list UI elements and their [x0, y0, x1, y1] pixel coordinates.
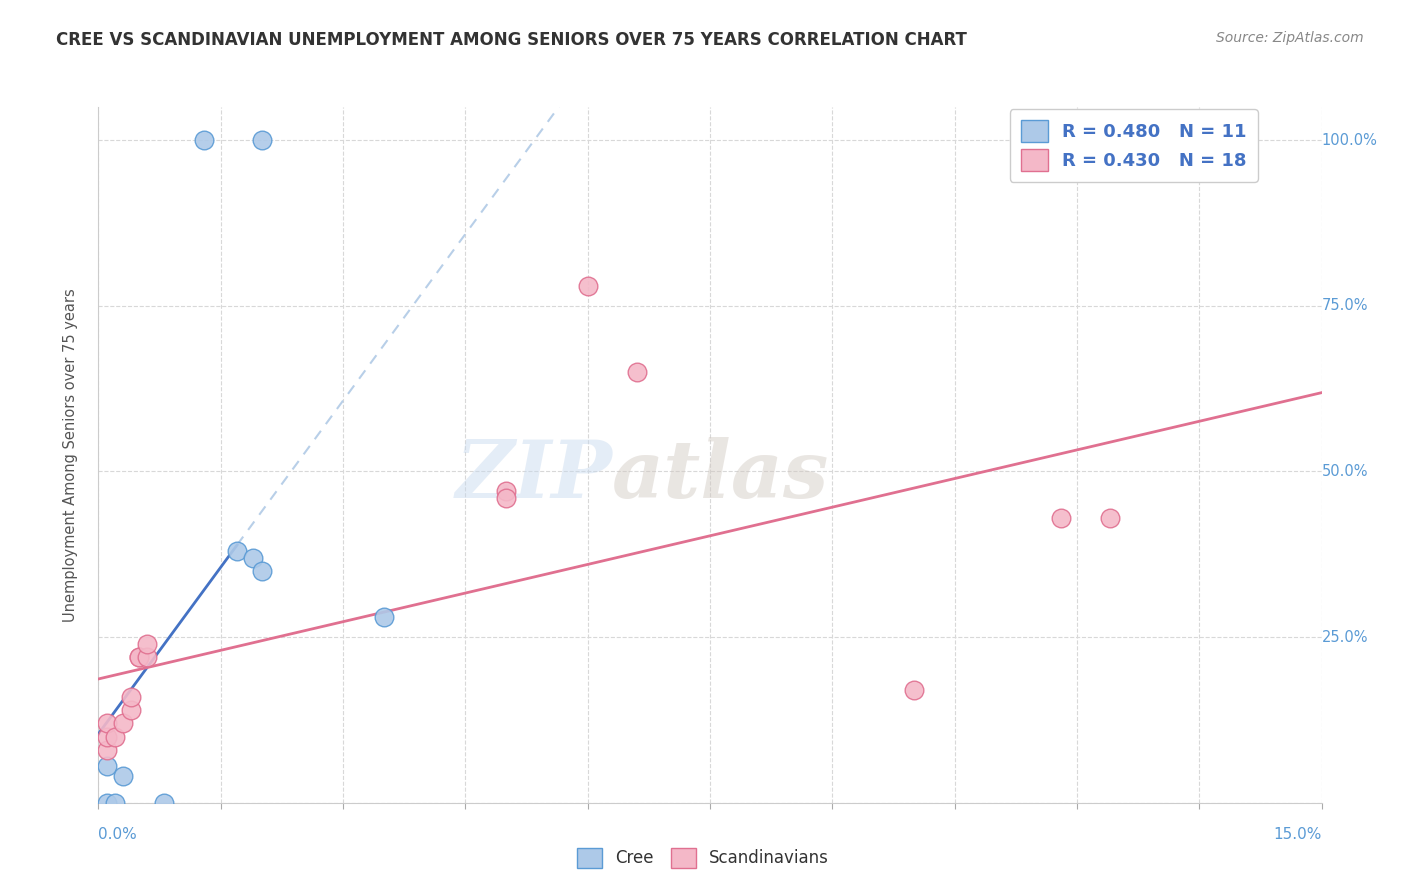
Point — [104, 796, 127, 810]
Point — [120, 690, 142, 704]
Legend: Cree, Scandinavians: Cree, Scandinavians — [571, 841, 835, 875]
Point — [193, 133, 215, 147]
Text: 75.0%: 75.0% — [1322, 298, 1368, 313]
Text: 50.0%: 50.0% — [1322, 464, 1368, 479]
Text: ZIP: ZIP — [456, 437, 612, 515]
Point — [152, 796, 174, 810]
Point — [96, 730, 118, 744]
Point — [96, 759, 118, 773]
Y-axis label: Unemployment Among Seniors over 75 years: Unemployment Among Seniors over 75 years — [63, 288, 77, 622]
Point — [128, 650, 150, 665]
Point — [96, 716, 118, 731]
Text: 0.0%: 0.0% — [98, 827, 138, 842]
Point — [903, 683, 925, 698]
Text: Source: ZipAtlas.com: Source: ZipAtlas.com — [1216, 31, 1364, 45]
Point — [242, 550, 264, 565]
Point — [226, 544, 249, 558]
Point — [136, 650, 159, 665]
Point — [120, 703, 142, 717]
Text: 25.0%: 25.0% — [1322, 630, 1368, 645]
Point — [1049, 511, 1071, 525]
Point — [250, 564, 273, 578]
Point — [111, 716, 134, 731]
Point — [576, 279, 599, 293]
Point — [96, 796, 118, 810]
Text: atlas: atlas — [612, 437, 830, 515]
Point — [128, 650, 150, 665]
Text: 15.0%: 15.0% — [1274, 827, 1322, 842]
Point — [1098, 511, 1121, 525]
Point — [250, 133, 273, 147]
Point — [495, 484, 517, 499]
Text: 100.0%: 100.0% — [1322, 133, 1378, 148]
Legend: R = 0.480   N = 11, R = 0.430   N = 18: R = 0.480 N = 11, R = 0.430 N = 18 — [1010, 109, 1257, 182]
Point — [495, 491, 517, 505]
Point — [111, 769, 134, 783]
Text: CREE VS SCANDINAVIAN UNEMPLOYMENT AMONG SENIORS OVER 75 YEARS CORRELATION CHART: CREE VS SCANDINAVIAN UNEMPLOYMENT AMONG … — [56, 31, 967, 49]
Point — [373, 610, 395, 624]
Point — [104, 730, 127, 744]
Point — [626, 365, 648, 379]
Point — [96, 743, 118, 757]
Point — [136, 637, 159, 651]
